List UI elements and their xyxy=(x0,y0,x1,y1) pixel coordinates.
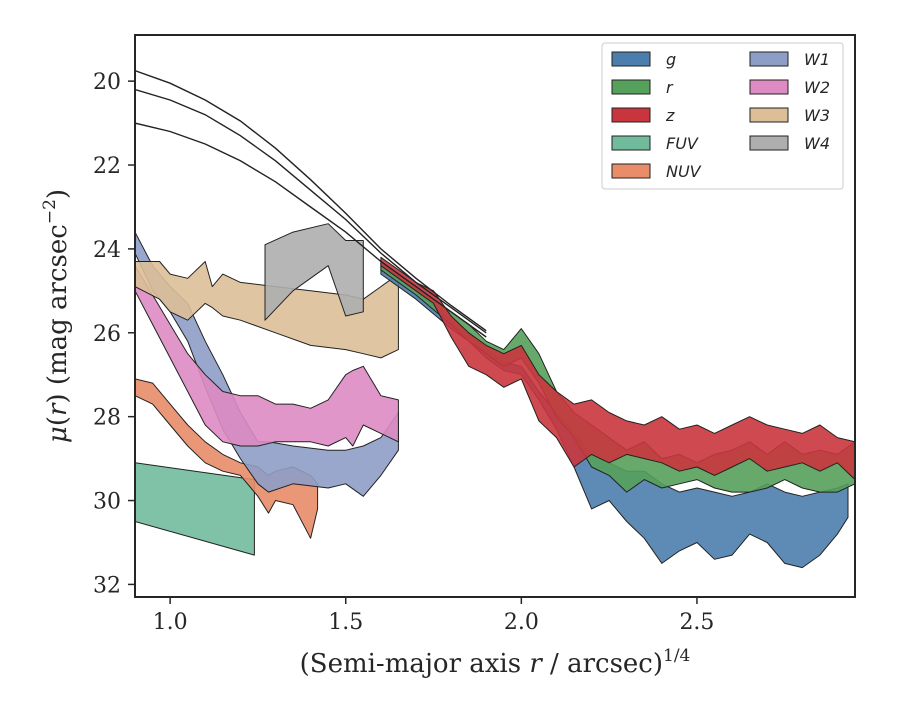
legend: grz FUV NUV W1 W2 W3 W4 xyxy=(601,42,844,190)
series-group xyxy=(135,223,855,569)
legend-label-w3: W3 xyxy=(804,106,830,125)
legend-swatch-r xyxy=(611,79,651,95)
plot-frame xyxy=(134,34,856,598)
model-curve-1 xyxy=(135,122,487,338)
legend-label-g: g xyxy=(666,50,676,69)
legend-swatch-w1 xyxy=(749,51,789,67)
legend-swatch-z xyxy=(611,107,651,123)
model-curves-group xyxy=(135,69,487,338)
legend-label-r: r xyxy=(666,78,674,97)
legend-swatch-g xyxy=(611,51,651,67)
x-axis: 1.0 1.5 2.0 2.5 xyxy=(153,597,714,635)
band-z xyxy=(380,256,855,481)
legend-label-fuv: FUV xyxy=(666,134,699,153)
x-tick-label: 2.0 xyxy=(504,610,539,635)
legend-label-w2: W2 xyxy=(804,78,830,97)
legend-label-w4: W4 xyxy=(804,134,830,153)
band-w2 xyxy=(135,265,399,447)
y-tick-label: 26 xyxy=(93,322,121,347)
band-nuv xyxy=(135,378,319,539)
legend-swatch-w2 xyxy=(749,79,789,95)
x-axis-label: (Semi-major axis r / arcsec)1/4 xyxy=(300,646,691,679)
model-curve-2 xyxy=(135,88,487,334)
legend-label-nuv: NUV xyxy=(666,162,702,181)
y-tick-label: 30 xyxy=(93,490,121,515)
y-axis-label: μ(r) (mag arcsec−2) xyxy=(40,189,73,443)
y-tick-label: 28 xyxy=(93,406,121,431)
x-tick-label: 1.5 xyxy=(328,610,363,635)
legend-label-z: z xyxy=(665,106,675,125)
legend-label-w1: W1 xyxy=(804,50,830,69)
band-w4 xyxy=(264,223,364,321)
x-tick-label: 2.5 xyxy=(679,610,714,635)
model-curve-3 xyxy=(135,69,487,332)
legend-swatch-w3 xyxy=(749,107,789,123)
y-tick-label: 20 xyxy=(93,70,121,95)
legend-swatch-nuv xyxy=(611,163,651,179)
legend-swatch-fuv xyxy=(611,135,651,151)
legend-swatch-w4 xyxy=(749,135,789,151)
y-tick-label: 32 xyxy=(93,573,121,598)
x-tick-label: 1.0 xyxy=(153,610,188,635)
y-tick-label: 24 xyxy=(93,238,121,263)
y-tick-label: 22 xyxy=(93,154,121,179)
band-fuv xyxy=(135,462,255,556)
y-axis: 20 22 24 26 28 30 32 xyxy=(93,70,135,598)
